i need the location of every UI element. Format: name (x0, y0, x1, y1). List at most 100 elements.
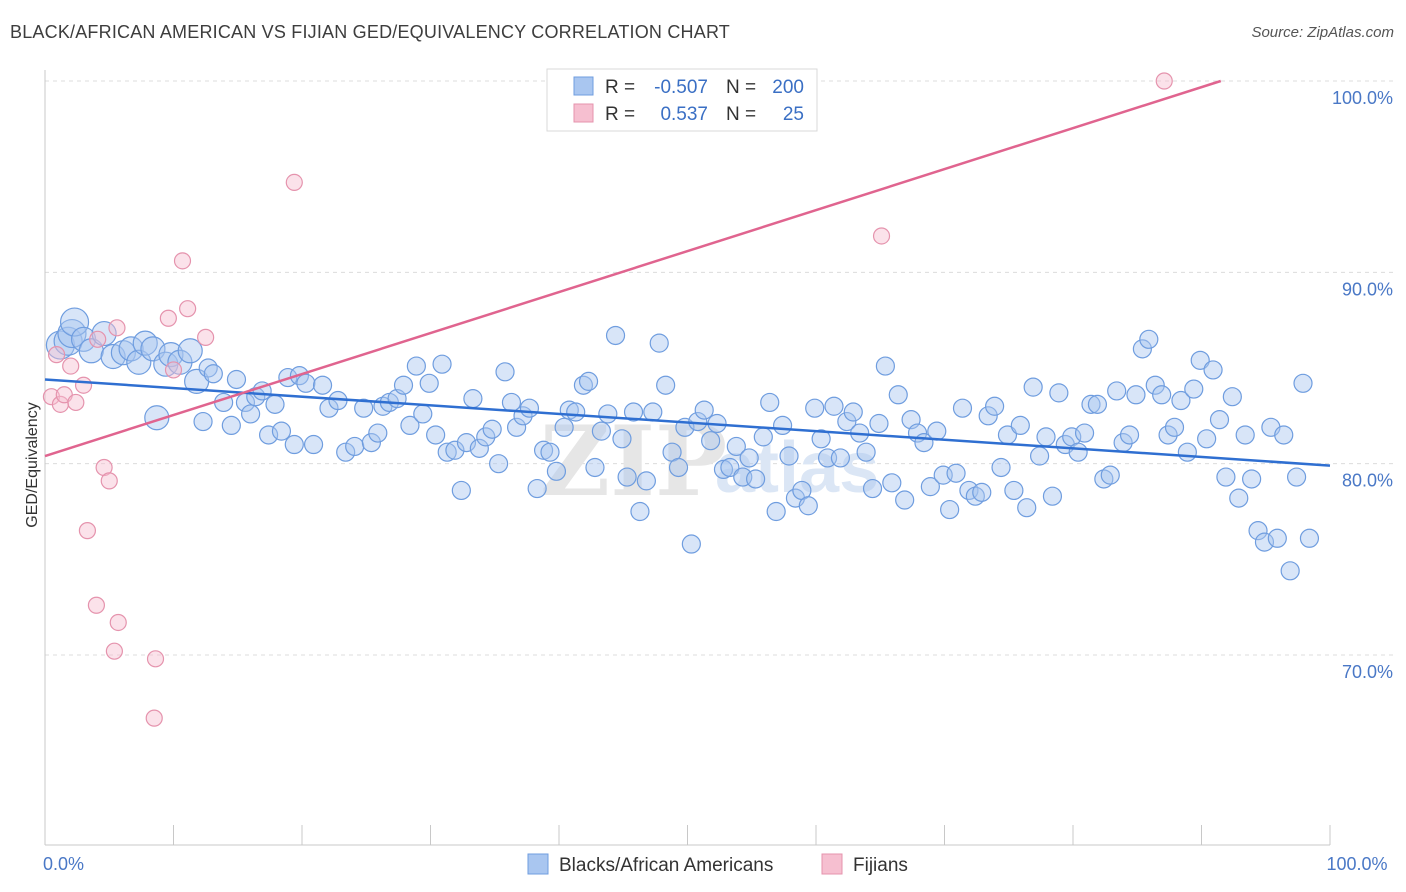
blue-point (739, 448, 759, 468)
blue-point (1293, 373, 1313, 393)
blue-point (118, 336, 144, 362)
pink-point (1155, 72, 1173, 90)
pink-point (179, 300, 197, 318)
blue-point (856, 442, 876, 462)
blue-point (1209, 410, 1230, 430)
trend-lines (44, 79, 1331, 467)
blue-point (946, 463, 966, 483)
blue-point (1197, 429, 1217, 449)
y-tick-label-1: 90.0% (1342, 279, 1393, 299)
blue-point (303, 434, 324, 455)
blue-point (837, 411, 857, 432)
blue-point (1139, 329, 1159, 349)
series-legend-label-blue: Blacks/African Americans (559, 855, 773, 876)
blue-point (1126, 385, 1146, 405)
blue-point (177, 338, 203, 364)
blue-point (1081, 394, 1101, 414)
blue-point (437, 442, 457, 462)
pink-point (100, 472, 118, 490)
blue-point (1107, 381, 1127, 401)
blue-point (1171, 390, 1191, 411)
blue-point (1216, 467, 1236, 487)
blue-point (668, 457, 689, 478)
blue-point (972, 482, 992, 502)
blue-point (445, 440, 465, 460)
legend-n-value-blue: 200 (772, 77, 804, 98)
blue-point (869, 413, 889, 434)
blue-point (920, 477, 940, 497)
blue-point (766, 501, 786, 522)
blue-point (895, 490, 915, 510)
pink-point (74, 376, 93, 394)
blue-point (406, 356, 426, 376)
legend-swatch-blue (573, 76, 594, 96)
blue-point (1280, 561, 1300, 581)
blue-point (830, 448, 851, 468)
blue-point (519, 398, 540, 418)
x-tick-label-1: 100.0% (1326, 854, 1387, 874)
blue-point (585, 457, 605, 478)
pink-point (145, 709, 163, 727)
pink-point (62, 357, 80, 375)
blue-point (1036, 427, 1056, 447)
blue-point (1132, 339, 1152, 359)
blue-point (1152, 385, 1172, 405)
pink-point (78, 522, 97, 540)
blue-point (527, 478, 547, 499)
blue-point (720, 457, 740, 478)
axes (44, 70, 1331, 846)
blue-point (258, 425, 279, 445)
source-credit: Source: ZipAtlas.com (1251, 24, 1394, 41)
pink-point (285, 173, 303, 192)
blue-point (753, 427, 773, 447)
blue-point (59, 307, 90, 337)
legend-n-label-blue: N = (726, 77, 756, 98)
blue-point (1029, 446, 1050, 466)
blue-point (882, 473, 902, 493)
blue-point (57, 318, 87, 349)
blue-point (284, 434, 304, 455)
blue-point (354, 398, 374, 418)
blue-point (221, 415, 241, 435)
blue-point (1074, 423, 1095, 443)
blue-point (617, 467, 637, 487)
blue-point (701, 431, 721, 451)
blue-point (888, 385, 908, 405)
blue-point (1299, 528, 1320, 548)
blue-point (368, 423, 388, 443)
blue-point (811, 429, 831, 449)
blue-point (546, 461, 567, 481)
blue-point (605, 325, 626, 346)
pink-point (89, 330, 107, 348)
blue-point (489, 454, 509, 474)
y-tick-label-3: 70.0% (1342, 662, 1393, 682)
fijians-points (42, 72, 1173, 727)
blue-point (991, 457, 1011, 478)
pink-point (87, 596, 106, 614)
blue-point (1254, 532, 1275, 552)
legend-swatch-pink (573, 103, 594, 123)
blue-point (1229, 488, 1249, 508)
blue-point (345, 436, 365, 457)
blue-point (126, 349, 152, 375)
blue-point (760, 392, 780, 413)
blue-point (1222, 387, 1242, 407)
blue-point (451, 480, 471, 501)
correlation-legend: R = -0.507 N = 200 R = 0.537 N = 25 (546, 68, 818, 132)
blue-point (361, 433, 381, 453)
blue-point (1087, 394, 1108, 414)
blue-point (265, 394, 285, 414)
blue-point (1184, 379, 1204, 399)
blue-point (1145, 375, 1165, 395)
x-tick-labels: 0.0% 100.0% (43, 854, 1388, 874)
blue-point (927, 421, 947, 441)
blue-point (985, 396, 1005, 416)
blue-point (469, 438, 489, 458)
pink-point (146, 650, 165, 668)
pink-point (47, 346, 66, 364)
legend-r-value-pink: 0.537 (660, 104, 708, 125)
blue-point (952, 398, 973, 418)
blue-point (241, 404, 261, 424)
blue-point (198, 358, 218, 378)
blue-point (636, 471, 656, 491)
